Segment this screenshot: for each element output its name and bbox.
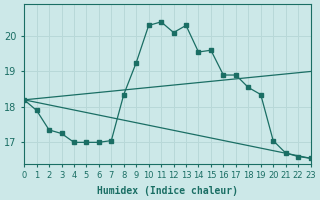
X-axis label: Humidex (Indice chaleur): Humidex (Indice chaleur): [97, 186, 238, 196]
